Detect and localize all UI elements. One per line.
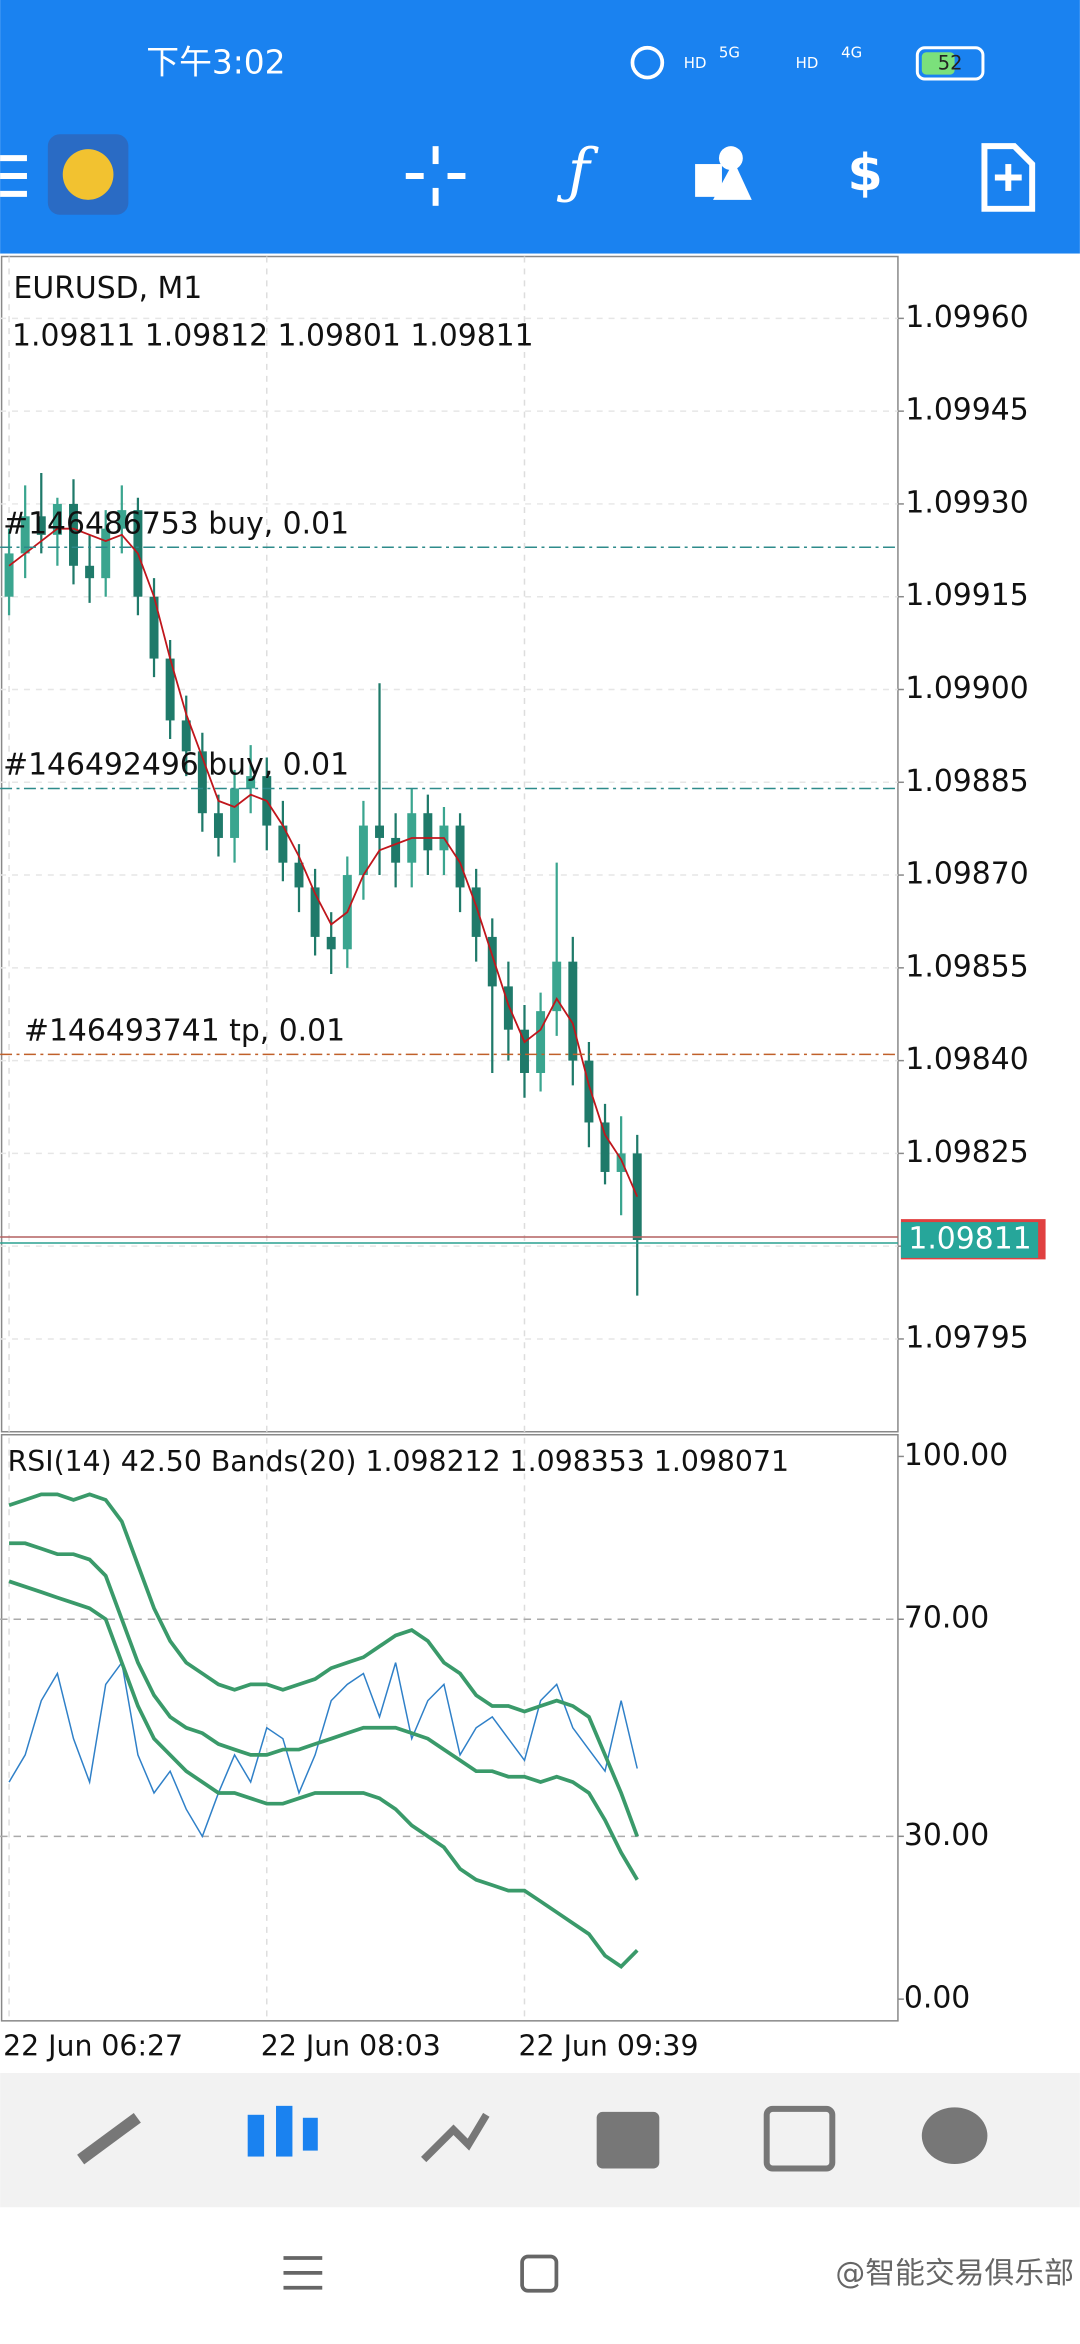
y-tick-label: 1.09885 (905, 764, 1028, 799)
candle-body (584, 1060, 594, 1123)
net-label: 4G (841, 44, 862, 62)
battery-level (921, 52, 955, 75)
y-tick-label: 100.00 (904, 1438, 1008, 1473)
candle-body (568, 961, 578, 1061)
y-tick-label: 1.09825 (905, 1135, 1028, 1170)
candle-body (20, 516, 30, 554)
indicator-line (8, 1492, 639, 1838)
indicator-line (8, 1660, 638, 1839)
logo-mark (62, 149, 114, 200)
candle-body (600, 1122, 610, 1172)
moving-average (8, 527, 639, 1198)
y-tick-label: 1.09945 (905, 393, 1028, 428)
candle-body (101, 528, 111, 579)
objects-icon[interactable] (695, 146, 752, 200)
battery (915, 46, 985, 81)
ohlc-label: 1.09811 1.09812 1.09801 1.09811 (12, 319, 534, 354)
candle-body (536, 1011, 546, 1073)
candle-body (181, 720, 191, 752)
menu-button[interactable] (283, 2256, 323, 2290)
candle-body (278, 825, 288, 863)
candle-body (117, 510, 127, 529)
x-tick-label: 22 Jun 06:27 (3, 2030, 183, 2063)
y-tick-label: 1.09900 (905, 671, 1028, 706)
candle-body (423, 813, 433, 851)
candle-body (471, 887, 481, 937)
menu-icon[interactable] (0, 155, 27, 197)
history-tab[interactable] (596, 2111, 660, 2169)
x-tick-label: 22 Jun 09:39 (519, 2030, 699, 2063)
battery-label: 52 (938, 52, 963, 75)
symbol-title: EURUSD, M1 (14, 271, 203, 306)
y-tick-label: 1.09840 (905, 1042, 1028, 1077)
candle-body (616, 1153, 626, 1172)
candle-body (165, 658, 175, 721)
candle-body (36, 516, 46, 535)
order-label: #146493741 tp, 0.01 (24, 1014, 345, 1049)
net-label: 5G (719, 44, 740, 62)
y-tick-label: 1.09930 (905, 485, 1028, 520)
candle-body (213, 813, 223, 838)
candle-body (552, 961, 562, 1012)
hd-label: HD (684, 54, 707, 72)
price-panel (0, 255, 899, 1433)
trade-icon[interactable]: $ (847, 143, 882, 202)
crosshair-icon[interactable] (405, 146, 466, 206)
y-tick-label: 1.09870 (905, 857, 1028, 892)
candle-body (358, 825, 368, 876)
trade-tab[interactable] (421, 2112, 490, 2163)
order-label: #146486753 buy, 0.01 (3, 506, 349, 541)
candle-body (52, 503, 62, 535)
x-tick-label: 22 Jun 08:03 (261, 2030, 441, 2063)
candle-body (310, 887, 320, 937)
price-tag (900, 1222, 1039, 1258)
order-label: #146492496 buy, 0.01 (3, 748, 349, 783)
y-tick-label: 1.09960 (905, 300, 1028, 335)
candle-body (326, 936, 336, 950)
chart-tab[interactable] (247, 2105, 318, 2157)
new-order-icon[interactable] (981, 143, 1036, 212)
y-tick-label: 1.09855 (905, 949, 1028, 984)
candle-body (69, 503, 78, 566)
app-header (0, 0, 1080, 254)
candle-body (149, 596, 159, 659)
candle-body (85, 565, 95, 579)
indicator-line (9, 1541, 639, 1881)
watermark: @智能交易俱乐部 (835, 2256, 1074, 2291)
quotes-tab[interactable] (77, 2112, 141, 2165)
home-button[interactable] (520, 2254, 559, 2293)
candle-body (375, 825, 384, 838)
candle-body (520, 1029, 529, 1073)
tab-bar (0, 2073, 1080, 2208)
candle-body (487, 936, 497, 987)
candle-body (294, 862, 304, 888)
alarm-icon (630, 45, 665, 80)
candle-body (455, 825, 465, 888)
candle-body (246, 776, 256, 789)
candle-body (391, 837, 401, 863)
hd-label: HD (796, 54, 819, 72)
y-tick-label: 70.00 (904, 1601, 989, 1636)
y-tick-label: 0.00 (904, 1981, 970, 2016)
candle-body (4, 553, 14, 597)
indicator-label: RSI(14) 42.50 Bands(20) 1.098212 1.09835… (8, 1445, 789, 1478)
y-tick-label: 30.00 (904, 1818, 989, 1853)
y-tick-label: 1.09795 (905, 1320, 1028, 1355)
news-tab[interactable] (763, 2105, 836, 2172)
candle-body (230, 788, 240, 838)
price-tag-label: 1.09811 (908, 1221, 1031, 1256)
indicator-line (8, 1579, 639, 1969)
candle-body (197, 751, 207, 814)
chat-tab[interactable] (921, 2107, 988, 2165)
clock: 下午3:02 (146, 44, 285, 82)
y-tick-label: 1.09915 (905, 578, 1028, 613)
candle-body (503, 986, 513, 1030)
indicator-panel (0, 1433, 899, 2022)
